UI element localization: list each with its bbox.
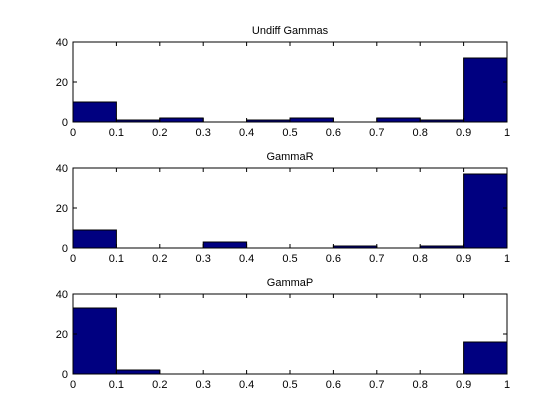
histogram-bar <box>289 117 334 123</box>
y-tick-label: 0 <box>62 369 68 381</box>
x-tick-label: 0.9 <box>456 379 471 391</box>
x-tick-label: 0.9 <box>456 253 471 265</box>
histogram-bar <box>72 101 117 123</box>
histogram-bar <box>463 341 508 375</box>
x-tick-label: 0.3 <box>196 127 211 139</box>
x-tick-label: 0.6 <box>326 379 341 391</box>
histogram-bar <box>159 117 204 123</box>
x-tick-label: 1 <box>504 127 510 139</box>
x-tick-label: 0.8 <box>413 127 428 139</box>
x-tick-label: 0.5 <box>282 379 297 391</box>
x-tick-label: 0.5 <box>282 127 297 139</box>
subplot-1: 0 0.1 0.2 0.3 0.4 0.5 0.6 0.7 0.8 0.9 1 0 20 40 Undiff… <box>56 25 510 139</box>
x-tick-label: 0.2 <box>152 127 167 139</box>
x-tick-label: 0.6 <box>326 253 341 265</box>
y-tick-label: 0 <box>62 243 68 255</box>
x-tick-label: 0.5 <box>282 253 297 265</box>
plot-area <box>73 294 507 374</box>
x-tick-label: 0.7 <box>369 127 384 139</box>
x-tick-label: 0.3 <box>196 253 211 265</box>
x-tick-label: 0.6 <box>326 127 341 139</box>
histogram-bar <box>115 369 161 375</box>
histogram-bar <box>463 173 508 249</box>
histogram-bar <box>72 307 117 375</box>
y-tick-label: 20 <box>56 77 68 89</box>
x-tick-label: 0 <box>70 253 76 265</box>
subplot-panels: 0 0.1 0.2 0.3 0.4 0.5 0.6 0.7 0.8 0.9 1 0 20 40 Undiff… <box>56 25 510 391</box>
x-tick-label: 0 <box>70 127 76 139</box>
y-tick-label: 20 <box>56 329 68 341</box>
plot-area <box>73 42 507 122</box>
y-tick-label: 0 <box>62 117 68 129</box>
x-tick-label: 0 <box>70 379 76 391</box>
x-tick-label: 1 <box>504 379 510 391</box>
x-tick-label: 0.2 <box>152 253 167 265</box>
y-tick-label: 40 <box>56 163 68 175</box>
x-tick-label: 0.8 <box>413 379 428 391</box>
x-tick-label: 0.7 <box>369 253 384 265</box>
histogram-bar <box>72 229 117 249</box>
x-tick-label: 1 <box>504 253 510 265</box>
subplot-title: GammaR <box>266 151 313 163</box>
x-tick-label: 0.1 <box>109 127 124 139</box>
x-tick-label: 0.2 <box>152 379 167 391</box>
x-tick-label: 0.4 <box>239 253 254 265</box>
x-tick-label: 0.8 <box>413 253 428 265</box>
x-tick-label: 0.3 <box>196 379 211 391</box>
x-tick-label: 0.4 <box>239 127 254 139</box>
x-tick-label: 0.4 <box>239 379 254 391</box>
histogram-bar <box>463 57 508 123</box>
subplot-3: 0 0.1 0.2 0.3 0.4 0.5 0.6 0.7 0.8 0.9 1 0 20 40 GammaP <box>56 277 510 391</box>
x-tick-label: 0.1 <box>109 379 124 391</box>
subplot-title: Undiff Gammas <box>252 25 329 37</box>
plot-area <box>73 168 507 248</box>
histogram-bar <box>376 117 421 123</box>
y-tick-label: 20 <box>56 203 68 215</box>
histogram-bar <box>202 241 248 249</box>
subplot-title: GammaP <box>267 277 313 289</box>
x-tick-label: 0.9 <box>456 127 471 139</box>
y-tick-label: 40 <box>56 289 68 301</box>
subplot-2: 0 0.1 0.2 0.3 0.4 0.5 0.6 0.7 0.8 0.9 1 0 20 40 GammaR <box>56 151 510 265</box>
y-tick-label: 40 <box>56 37 68 49</box>
x-tick-label: 0.7 <box>369 379 384 391</box>
x-tick-label: 0.1 <box>109 253 124 265</box>
